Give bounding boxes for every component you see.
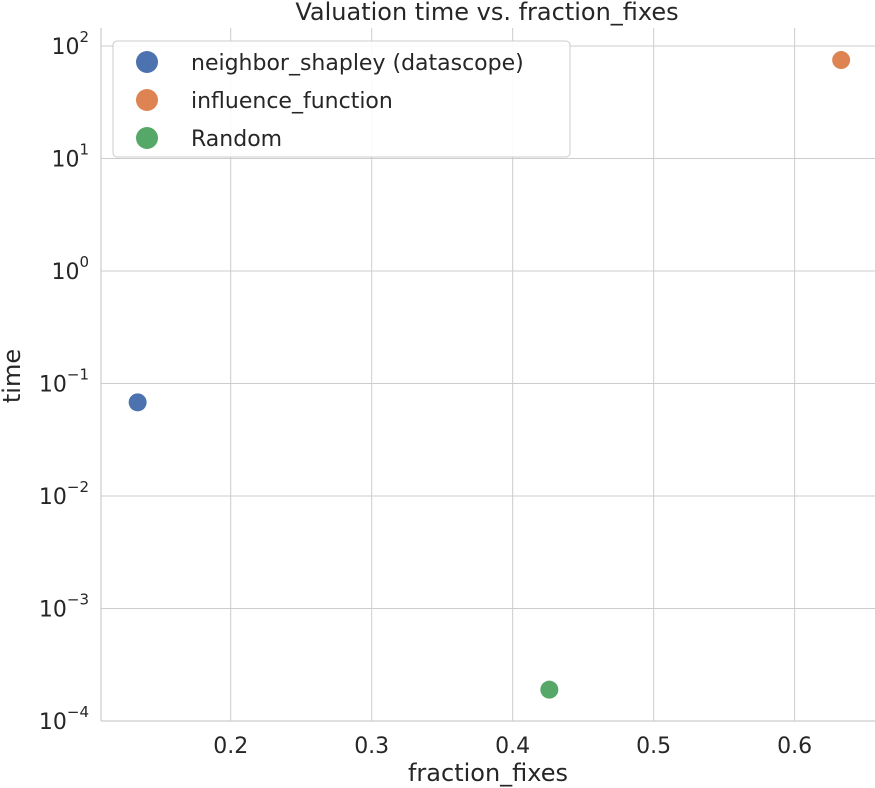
legend: neighbor_shapley (datascope) influence_fu… [112,40,571,158]
data-point-neighbor-shapley-datascope- [128,393,147,412]
x-tick-label: 0.3 [354,734,389,759]
data-point-random [540,680,559,699]
y-tick-labels: 10−4 10−3 10−2 10−1 100 101 102 [39,28,89,735]
x-tick-label: 0.5 [636,734,671,759]
y-tick-label: 101 [51,141,89,173]
x-tick-labels: 0.2 0.3 0.4 0.5 0.6 [213,734,812,759]
legend-marker [136,51,158,73]
x-axis-label: fraction_fixes [408,759,568,787]
y-tick-label: 100 [51,253,89,285]
legend-marker [136,89,158,111]
legend-box [112,40,571,158]
y-tick-label: 10−2 [39,478,89,510]
x-tick-label: 0.4 [495,734,530,759]
legend-label: Random [191,127,282,152]
y-axis-label: time [0,349,26,403]
x-tick-label: 0.6 [777,734,812,759]
y-tick-label: 10−1 [39,366,89,398]
y-tick-label: 102 [51,28,89,60]
legend-label: influence_function [191,89,393,114]
y-tick-label: 10−3 [39,591,89,623]
data-point-influence-function [832,51,851,70]
y-tick-label: 10−4 [39,703,89,735]
x-tick-label: 0.2 [213,734,248,759]
data-points [128,51,851,699]
legend-marker [136,127,158,149]
legend-label: neighbor_shapley (datascope) [191,51,524,76]
chart-title: Valuation time vs. fraction_fixes [295,0,678,26]
